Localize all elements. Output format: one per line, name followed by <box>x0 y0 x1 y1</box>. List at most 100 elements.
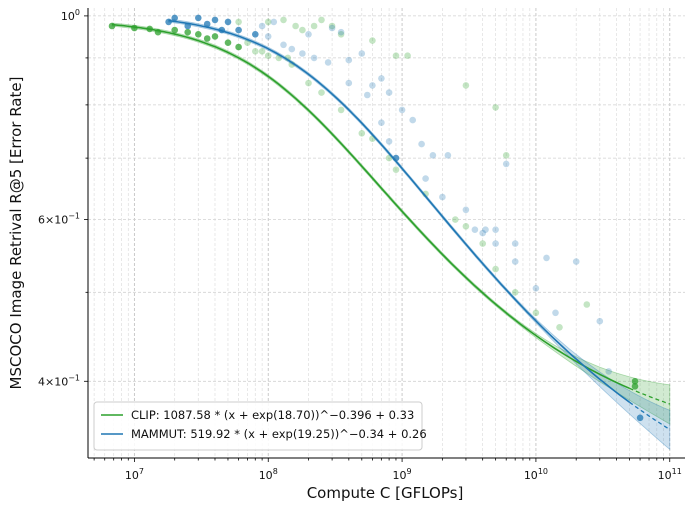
clip-point <box>492 104 499 111</box>
mammut-point <box>492 226 499 233</box>
mammut-point <box>358 50 366 57</box>
clip-point <box>452 216 459 223</box>
mammut-point <box>165 18 172 26</box>
clip-point <box>264 18 272 26</box>
clip-point <box>532 309 540 317</box>
clip-point <box>203 35 211 42</box>
clip-point <box>556 324 563 331</box>
x-tick-label: 1011 <box>658 467 682 482</box>
clip-point <box>502 152 510 159</box>
x-tick-label: 1010 <box>524 467 548 482</box>
mammut-point <box>280 41 287 49</box>
mammut-point <box>224 18 232 26</box>
y-tick-label: 6×10−1 <box>38 212 80 227</box>
mammut-point <box>337 28 345 36</box>
mammut-point <box>462 206 470 214</box>
clip-point <box>235 18 242 26</box>
mammut-point <box>264 33 272 40</box>
clip-point <box>224 39 232 46</box>
clip-point <box>184 28 191 36</box>
clip-point <box>318 89 325 96</box>
clip-point <box>252 48 259 55</box>
mammut-point <box>429 152 437 159</box>
y-tick-label: 4×10−1 <box>38 373 80 388</box>
mammut-confidence-band <box>168 18 671 451</box>
clip-point <box>583 301 591 308</box>
mammut-point <box>596 317 604 325</box>
mammut-point <box>288 45 296 53</box>
clip-point <box>305 79 312 87</box>
clip-point <box>235 43 242 51</box>
mammut-point <box>552 309 559 317</box>
clip-fit-line <box>111 23 630 390</box>
mammut-point <box>305 31 312 38</box>
mammut-point <box>378 75 385 82</box>
mammut-point <box>299 50 306 57</box>
mammut-point <box>235 26 242 34</box>
legend-box <box>93 401 423 451</box>
x-axis-title: Compute C [GFLOPs] <box>307 484 464 502</box>
legend: CLIP: 1087.58 * (x + exp(18.70))^−0.396 … <box>93 401 427 451</box>
x-tick-label: 109 <box>393 467 412 482</box>
clip-point <box>264 52 272 59</box>
mammut-point <box>270 18 278 26</box>
mammut-point <box>543 254 550 262</box>
mammut-point <box>328 24 336 32</box>
mammut-point <box>418 140 425 148</box>
clip-point <box>337 106 345 114</box>
mammut-point <box>511 240 519 247</box>
clip-point <box>337 31 345 38</box>
clip-point <box>631 383 639 390</box>
clip-point <box>392 166 400 173</box>
clip-point <box>511 289 519 296</box>
mammut-point <box>195 14 202 22</box>
y-axis-title: MSCOCO Image Retrival R@5 [Error Rate] <box>7 77 25 390</box>
mammut-point <box>409 116 417 124</box>
mammut-point <box>203 20 211 28</box>
fit-lines <box>111 19 671 430</box>
mammut-point <box>378 119 385 126</box>
mammut-point <box>636 414 644 422</box>
mammut-point <box>422 175 429 182</box>
clip-point <box>258 48 266 55</box>
clip-confidence-band <box>111 22 671 425</box>
mammut-point <box>482 226 489 233</box>
mammut-point <box>572 258 580 265</box>
confidence-bands <box>111 18 671 451</box>
clip-point <box>171 26 178 34</box>
mammut-point <box>492 240 499 247</box>
mammut-point <box>532 285 540 292</box>
mammut-point <box>258 22 266 30</box>
clip-point <box>292 22 299 30</box>
clip-point <box>631 378 639 385</box>
clip-point <box>211 33 219 40</box>
grid <box>88 8 685 458</box>
clip-point <box>462 223 470 230</box>
mammut-extrapolation-line <box>629 401 671 430</box>
clip-point <box>244 39 251 46</box>
mammut-point <box>605 368 612 375</box>
scatter-points <box>108 14 644 422</box>
mammut-point <box>310 54 318 62</box>
x-tick-label: 107 <box>125 467 144 482</box>
mammut-legend-label: MAMMUT: 519.92 * (x + exp(19.25))^−0.34 … <box>131 427 427 441</box>
mammut-point <box>171 14 178 22</box>
y-tick-label: 100 <box>61 8 80 23</box>
clip-point <box>299 26 306 34</box>
mammut-point <box>444 152 452 159</box>
clip-point <box>328 22 336 30</box>
clip-point <box>479 240 487 247</box>
mammut-point <box>385 138 393 145</box>
clip-legend-label: CLIP: 1087.58 * (x + exp(18.70))^−0.396 … <box>131 408 414 422</box>
mammut-point <box>511 258 519 265</box>
clip-point <box>318 16 325 24</box>
mammut-point <box>439 193 446 201</box>
mammut-point <box>211 16 219 24</box>
mammut-point <box>385 89 393 96</box>
clip-point <box>310 22 318 30</box>
mammut-point <box>398 106 406 114</box>
clip-extrapolation-line <box>629 387 671 405</box>
clip-point <box>358 130 366 137</box>
mammut-point <box>252 31 259 38</box>
